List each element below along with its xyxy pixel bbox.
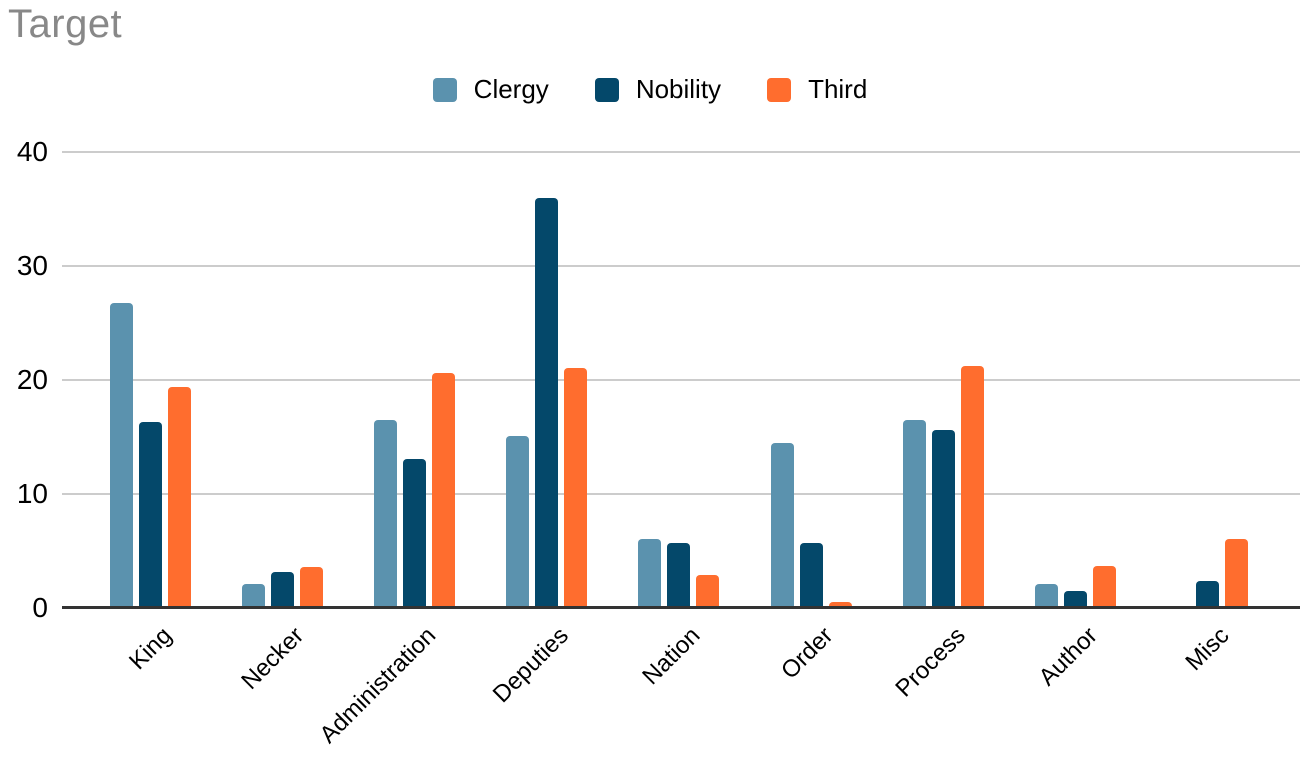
- bar-author-nobility[interactable]: [1063, 590, 1087, 608]
- legend-swatch-third: [767, 77, 792, 102]
- x-axis-label-author: Author: [1033, 622, 1103, 692]
- y-tick-label-30: 30: [16, 250, 48, 281]
- y-tick-label-20: 20: [16, 364, 48, 395]
- x-axis-label-administration: Administration: [314, 622, 442, 749]
- bar-group-necker: [241, 567, 323, 608]
- x-axis-label-king: King: [124, 622, 178, 676]
- gridline-40: [62, 151, 1300, 153]
- bar-group-process: [902, 366, 984, 608]
- legend-item-clergy[interactable]: Clergy: [432, 74, 549, 105]
- bar-administration-nobility[interactable]: [402, 458, 426, 608]
- bar-order-third[interactable]: [828, 602, 852, 608]
- bar-king-nobility[interactable]: [138, 422, 162, 608]
- bar-group-order: [770, 442, 852, 608]
- bar-group-nation: [638, 538, 720, 608]
- x-axis-label-nation: Nation: [637, 622, 706, 691]
- bar-administration-clergy[interactable]: [373, 419, 397, 608]
- bar-king-third[interactable]: [167, 386, 191, 608]
- bar-administration-third[interactable]: [431, 373, 455, 608]
- x-axis-label-necker: Necker: [236, 622, 310, 695]
- bar-group-king: [109, 302, 191, 608]
- bar-deputies-clergy[interactable]: [506, 435, 530, 608]
- bar-nation-clergy[interactable]: [638, 538, 662, 608]
- legend-swatch-clergy: [432, 77, 457, 102]
- legend-label-third: Third: [808, 74, 868, 104]
- x-axis-label-misc: Misc: [1180, 622, 1235, 676]
- legend-item-nobility[interactable]: Nobility: [594, 74, 722, 105]
- bar-misc-nobility[interactable]: [1196, 580, 1220, 608]
- bar-nation-nobility[interactable]: [667, 543, 691, 608]
- x-axis-label-order: Order: [775, 622, 839, 685]
- bar-process-clergy[interactable]: [902, 419, 926, 608]
- bar-king-clergy[interactable]: [109, 302, 133, 608]
- bar-deputies-third[interactable]: [564, 367, 588, 608]
- gridline-20: [62, 379, 1300, 381]
- gridline-10: [62, 493, 1300, 495]
- legend-item-third[interactable]: Third: [767, 74, 867, 105]
- x-axis-line: [62, 606, 1300, 609]
- bar-deputies-nobility[interactable]: [535, 197, 559, 608]
- y-tick-label-10: 10: [16, 478, 48, 509]
- bar-group-misc: [1167, 538, 1249, 608]
- y-tick-label-0: 0: [32, 592, 48, 623]
- bar-process-third[interactable]: [960, 366, 984, 608]
- bar-group-author: [1034, 565, 1116, 608]
- x-axis-label-deputies: Deputies: [487, 622, 574, 709]
- bar-nation-third[interactable]: [696, 574, 720, 608]
- gridline-30: [62, 265, 1300, 267]
- bar-order-nobility[interactable]: [799, 543, 823, 608]
- x-axis-label-process: Process: [889, 622, 971, 703]
- bar-group-deputies: [506, 197, 588, 608]
- bar-necker-nobility[interactable]: [270, 571, 294, 608]
- bar-order-clergy[interactable]: [770, 442, 794, 608]
- bar-necker-clergy[interactable]: [241, 584, 265, 608]
- bar-author-clergy[interactable]: [1034, 584, 1058, 608]
- bar-process-nobility[interactable]: [931, 430, 955, 608]
- legend-label-clergy: Clergy: [473, 74, 549, 104]
- bar-author-third[interactable]: [1092, 565, 1116, 608]
- bar-misc-third[interactable]: [1225, 538, 1249, 608]
- chart-title: Target: [8, 2, 123, 46]
- bar-group-administration: [373, 373, 455, 608]
- y-tick-label-40: 40: [16, 136, 48, 167]
- legend-label-nobility: Nobility: [635, 74, 722, 104]
- plot-area: [62, 151, 1300, 609]
- bar-necker-third[interactable]: [299, 567, 323, 608]
- legend-swatch-nobility: [594, 77, 619, 102]
- legend: Clergy Nobility Third: [0, 74, 1300, 105]
